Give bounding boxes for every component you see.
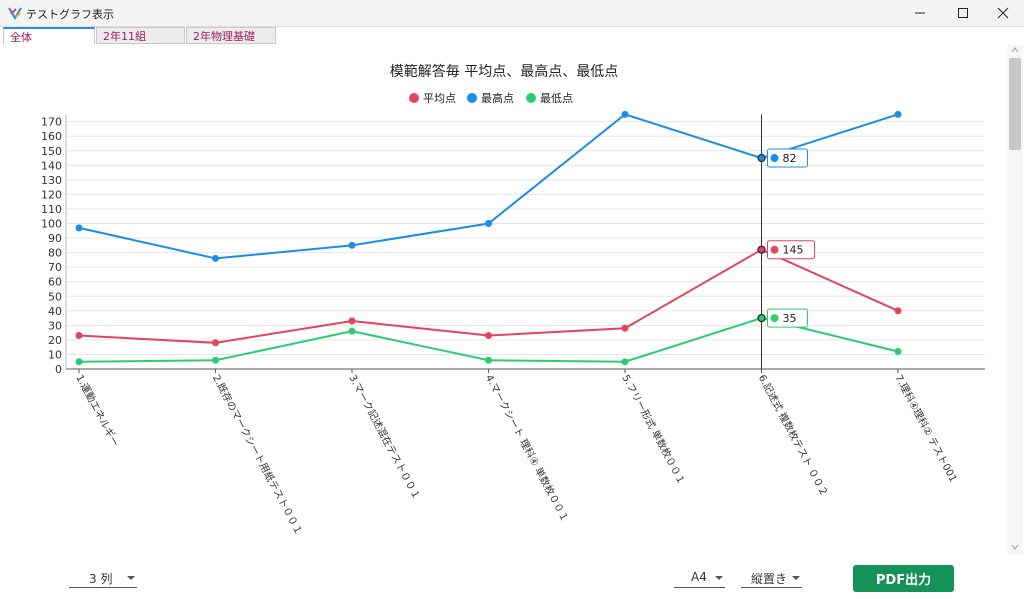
window-title: テストグラフ表示 — [26, 8, 114, 21]
grid-lines — [65, 114, 985, 370]
data-point — [212, 254, 219, 262]
legend-marker — [526, 93, 536, 103]
tab-physics-basics[interactable]: 2年物理基礎 — [186, 27, 276, 44]
y-tick-label: 110 — [41, 203, 62, 216]
chevron-down-icon — [127, 576, 135, 580]
chevron-down-icon — [792, 576, 800, 580]
hover-overlay: 145 82 35 — [757, 114, 815, 369]
tab-all[interactable]: 全体 — [3, 27, 95, 44]
x-tick-label: 4.マークシート 理科④ 単数枚００１ — [483, 372, 572, 524]
hover-point — [757, 313, 766, 323]
data-point — [894, 110, 902, 118]
data-point — [75, 332, 83, 340]
y-tick-label: 40 — [48, 305, 62, 318]
tab-label: 2年物理基礎 — [193, 30, 255, 43]
vertical-scrollbar[interactable] — [1007, 45, 1023, 555]
close-button[interactable] — [983, 0, 1023, 26]
bottom-toolbar: 3 列 A4 縦置き PDF出力 — [0, 560, 1024, 599]
close-icon — [997, 7, 1009, 19]
y-tick-label: 90 — [48, 232, 62, 245]
y-tick-label: 140 — [41, 159, 62, 172]
tooltip-marker — [770, 154, 779, 163]
data-point — [348, 327, 356, 335]
data-point — [75, 358, 83, 366]
hover-point — [757, 153, 766, 163]
tooltip-box — [767, 240, 815, 260]
paper-size-value: A4 — [691, 570, 707, 584]
data-point — [621, 110, 629, 118]
app-icon — [8, 7, 22, 20]
data-point — [621, 358, 629, 366]
minimize-icon — [915, 12, 925, 14]
y-tick-label: 150 — [41, 145, 62, 158]
maximize-button[interactable] — [943, 0, 983, 26]
x-tick-label: 5.フリー形式 単数枚００１ — [619, 372, 688, 486]
y-tick-label: 20 — [48, 334, 62, 347]
y-tick-label: 160 — [41, 130, 62, 143]
tooltip-marker — [770, 245, 779, 254]
tooltip-value: 145 — [783, 244, 804, 257]
x-tick-label: 1.運動エネルギー — [73, 372, 122, 448]
x-tick-label: 7.理科④理科② テスト001 — [892, 372, 960, 484]
minimize-button[interactable] — [900, 0, 940, 26]
data-point — [348, 241, 356, 249]
chart-title: 模範解答毎 平均点、最高点、最低点 — [390, 63, 618, 80]
columns-select[interactable]: 3 列 — [69, 569, 137, 588]
tab-label: 2年11組 — [103, 30, 146, 43]
y-tick-label: 30 — [48, 319, 62, 332]
x-axis: 1.運動エネルギー 2.既存のマークシート用紙テスト００１ 3.マーク記述混在テスト… — [73, 369, 960, 537]
legend-label: 平均点 — [423, 92, 456, 105]
y-tick-label: 70 — [48, 261, 62, 274]
title-bar: テストグラフ表示 — [0, 0, 1024, 27]
data-point — [485, 220, 492, 227]
data-point — [894, 348, 902, 356]
x-tick-label: 2.既存のマークシート用紙テスト００１ — [210, 372, 306, 537]
tooltip-value: 82 — [783, 152, 797, 165]
y-tick-label: 130 — [41, 174, 62, 187]
data-point — [485, 332, 492, 340]
y-tick-label: 60 — [48, 276, 62, 289]
chart-legend: 平均点 最高点 最低点 — [409, 91, 573, 105]
data-point — [212, 339, 219, 347]
data-point — [894, 307, 902, 315]
y-tick-label: 120 — [41, 188, 62, 201]
scroll-down-icon[interactable] — [1011, 544, 1019, 550]
chevron-down-icon — [715, 576, 723, 580]
maximize-icon — [958, 8, 968, 18]
y-tick-label: 50 — [48, 290, 62, 303]
tooltip-value: 35 — [783, 312, 797, 325]
data-point — [621, 324, 629, 332]
orientation-value: 縦置き — [751, 572, 788, 586]
paper-size-select[interactable]: A4 — [674, 569, 725, 588]
legend-label: 最低点 — [540, 92, 573, 105]
data-point — [485, 356, 492, 364]
tooltip-marker — [770, 314, 779, 323]
data-point — [212, 356, 219, 364]
tab-label: 全体 — [10, 31, 32, 44]
y-tick-label: 0 — [55, 363, 62, 376]
columns-select-value: 3 列 — [89, 572, 113, 586]
x-tick-label: 6.記述式 複数枚テスト ００２ — [756, 372, 831, 498]
line-chart: 模範解答毎 平均点、最高点、最低点 平均点 最高点 最低点 010203040506… — [41, 63, 985, 537]
y-tick-label: 10 — [48, 348, 62, 361]
x-tick-label: 3.マーク記述混在テスト００１ — [346, 372, 423, 501]
tab-strip: 全体 2年11組 2年物理基礎 — [0, 27, 1024, 45]
legend-marker — [467, 93, 477, 103]
tooltip-box — [767, 308, 808, 328]
legend-marker — [409, 93, 419, 103]
scroll-up-icon[interactable] — [1011, 47, 1019, 53]
data-point — [75, 224, 83, 232]
y-tick-label: 170 — [41, 116, 62, 129]
legend-label: 最高点 — [481, 91, 514, 105]
scroll-thumb[interactable] — [1009, 58, 1021, 150]
y-tick-label: 80 — [48, 247, 62, 260]
tooltip-box — [767, 148, 808, 168]
hover-point — [757, 245, 766, 254]
data-point — [348, 317, 356, 325]
y-tick-label: 100 — [41, 218, 62, 231]
tab-class-2-11[interactable]: 2年11組 — [96, 27, 185, 44]
pdf-export-button[interactable]: PDF出力 — [853, 565, 954, 592]
orientation-select[interactable]: 縦置き — [741, 569, 802, 588]
